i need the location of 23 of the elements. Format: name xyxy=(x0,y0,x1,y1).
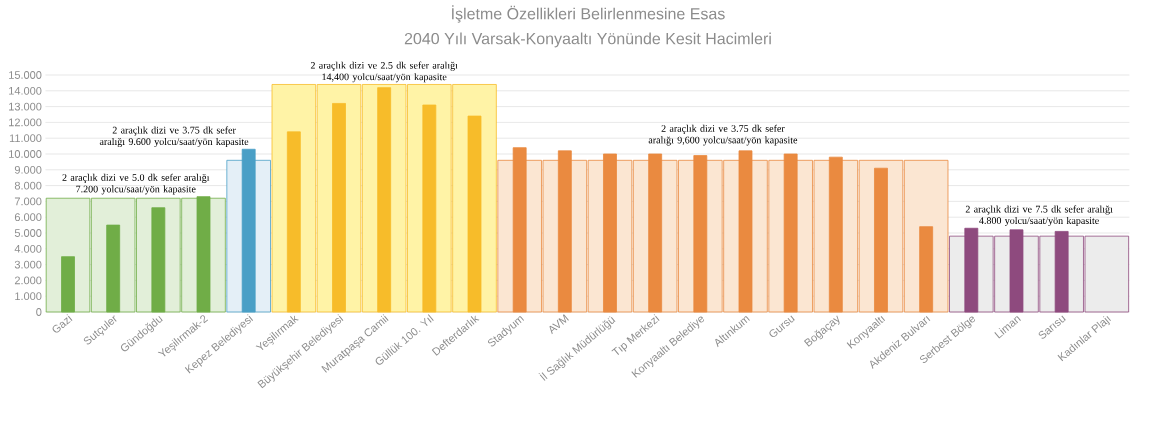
annotation: 2 araçlık dizi ve 5.0 dk sefer aralığı 7.200 yolcu/saat/yön kapasite xyxy=(62,173,210,195)
y-tick-label: 11.000 xyxy=(9,134,42,143)
y-tick-label: 14.000 xyxy=(9,86,42,95)
y-tick-label: 12.000 xyxy=(9,118,42,127)
y-tick-label: 13.000 xyxy=(9,102,42,111)
y-tick-label: 15.000 xyxy=(9,71,42,79)
annotation: 2 araçlık dizi ve 7.5 dk sefer aralığı 4.800 yolcu/saat/yön kapasite xyxy=(965,205,1113,227)
chart-title: İşletme Özellikleri Belirlenmesine Esas xyxy=(452,5,725,23)
y-tick-label: 5.000 xyxy=(14,229,42,237)
y-tick-label: 9.000 xyxy=(14,165,42,174)
y-tick-label: 7.000 xyxy=(14,197,42,206)
y-tick-label: 10.000 xyxy=(9,150,42,158)
annotation: 2 araçlık dizi ve 2.5 dk sefer aralığı 14,400 yolcu/saat/yön kapasite xyxy=(310,61,458,83)
y-tick-label: 1.000 xyxy=(15,292,42,301)
y-tick-label: 6.000 xyxy=(14,213,42,222)
chart-subtitle: 2040 Yılı Varsak-Konyaaltı Yönünde Kesit Hacimleri xyxy=(404,32,771,48)
y-tick-label: 0 xyxy=(36,308,42,316)
y-tick-label: 3.000 xyxy=(14,260,42,269)
annotation: 2 araçlık dizi ve 3.75 dk sefer aralığı 9.600 yolcu/saat/yön kapasite xyxy=(99,126,249,148)
annotation: 2 araçlık dizi ve 3.75 dk sefer aralığı 9,600 yolcu/saat/yön kapasite xyxy=(648,124,798,146)
y-tick-label: 8.000 xyxy=(14,181,42,190)
y-tick-label: 4.000 xyxy=(14,244,42,253)
y-tick-label: 2.000 xyxy=(14,276,42,285)
